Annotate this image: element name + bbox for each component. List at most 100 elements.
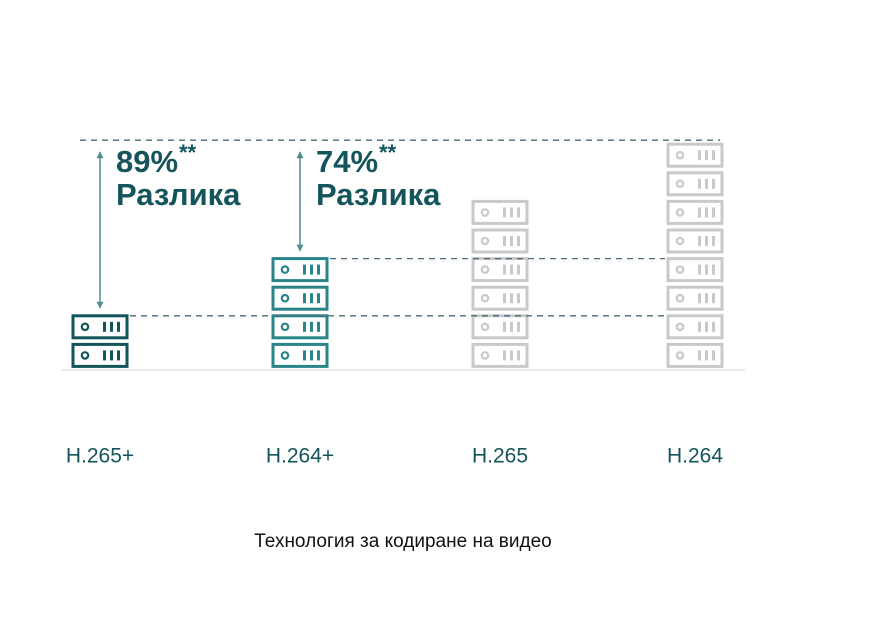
server-slot	[317, 350, 320, 361]
server-icon	[666, 228, 724, 254]
server-led	[675, 150, 685, 160]
server-slot	[712, 293, 715, 304]
server-slot	[103, 321, 106, 332]
server-slot	[705, 236, 708, 246]
server-slot	[503, 293, 506, 304]
server-slot	[510, 293, 513, 304]
x-tick-label: H.265	[472, 445, 528, 468]
server-slot	[517, 321, 520, 332]
server-led	[675, 208, 685, 217]
server-slot	[517, 236, 520, 246]
annotation-label: Разлика	[316, 177, 441, 212]
server-slot	[110, 321, 113, 332]
server-slot	[712, 321, 715, 332]
server-icon	[666, 199, 724, 225]
server-slot	[317, 293, 320, 304]
server-slot	[510, 264, 513, 275]
server-icon	[71, 342, 129, 368]
server-slot	[317, 264, 320, 275]
server-icon	[471, 314, 529, 340]
server-led	[280, 351, 290, 360]
server-slot	[117, 321, 120, 332]
server-led	[480, 265, 490, 274]
server-slot	[310, 293, 313, 304]
server-led	[675, 179, 685, 189]
server-led	[480, 236, 490, 246]
annotation-value: 74%	[316, 144, 378, 179]
server-slot	[705, 350, 708, 361]
server-slot	[503, 236, 506, 246]
server-slot	[705, 264, 708, 275]
server-icon	[271, 342, 329, 368]
server-slot	[712, 236, 715, 246]
server-slot	[117, 350, 120, 361]
server-stack	[271, 257, 329, 368]
server-slot	[705, 178, 708, 189]
server-slot	[517, 293, 520, 304]
server-icon	[666, 257, 724, 283]
server-slot	[712, 207, 715, 218]
server-slot	[103, 350, 106, 361]
server-slot	[303, 350, 306, 361]
server-slot	[712, 178, 715, 189]
server-led	[280, 322, 290, 332]
server-slot	[303, 321, 306, 332]
server-icon	[666, 285, 724, 311]
arrow-head	[296, 244, 304, 252]
server-led	[675, 236, 685, 246]
server-slot	[712, 350, 715, 361]
server-stack	[666, 142, 724, 368]
server-led	[480, 322, 490, 332]
server-slot	[503, 264, 506, 275]
annotation-mark: **	[379, 140, 397, 165]
server-led	[480, 351, 490, 360]
server-slot	[110, 350, 113, 361]
server-led	[80, 351, 90, 360]
server-slot	[698, 150, 701, 161]
server-led	[80, 322, 90, 332]
server-icon	[71, 314, 129, 340]
server-slot	[317, 321, 320, 332]
server-slot	[510, 236, 513, 246]
server-slot	[698, 293, 701, 304]
server-icon	[666, 171, 724, 197]
server-slot	[303, 264, 306, 275]
x-axis-label: Технология за кодиране на видео	[254, 531, 551, 552]
server-slot	[698, 264, 701, 275]
server-slot	[510, 207, 513, 218]
server-slot	[698, 178, 701, 189]
server-slot	[698, 321, 701, 332]
arrow-head	[96, 301, 104, 309]
server-slot	[698, 207, 701, 218]
server-stack	[471, 199, 529, 368]
server-icon	[271, 257, 329, 283]
server-icon	[271, 285, 329, 311]
server-led	[280, 265, 290, 274]
server-slot	[517, 350, 520, 361]
server-led	[675, 265, 685, 274]
server-slot	[310, 350, 313, 361]
server-slot	[503, 321, 506, 332]
server-slot	[698, 350, 701, 361]
server-icon	[666, 142, 724, 168]
server-icon	[471, 342, 529, 368]
server-slot	[503, 350, 506, 361]
server-slot	[503, 207, 506, 218]
server-slot	[310, 321, 313, 332]
annotation-mark: **	[179, 140, 197, 165]
server-slot	[510, 321, 513, 332]
arrow-head	[296, 151, 304, 159]
x-tick-label: H.264	[667, 445, 723, 468]
server-slot	[712, 150, 715, 161]
arrow-head	[96, 151, 104, 159]
server-slot	[705, 293, 708, 304]
annotation-value: 89%	[116, 144, 178, 179]
server-slot	[705, 321, 708, 332]
x-tick-label: H.264+	[266, 445, 334, 468]
server-slot	[698, 236, 701, 246]
x-tick-label: H.265+	[66, 445, 134, 468]
server-icon	[471, 285, 529, 311]
server-led	[280, 293, 290, 303]
server-slot	[705, 207, 708, 218]
